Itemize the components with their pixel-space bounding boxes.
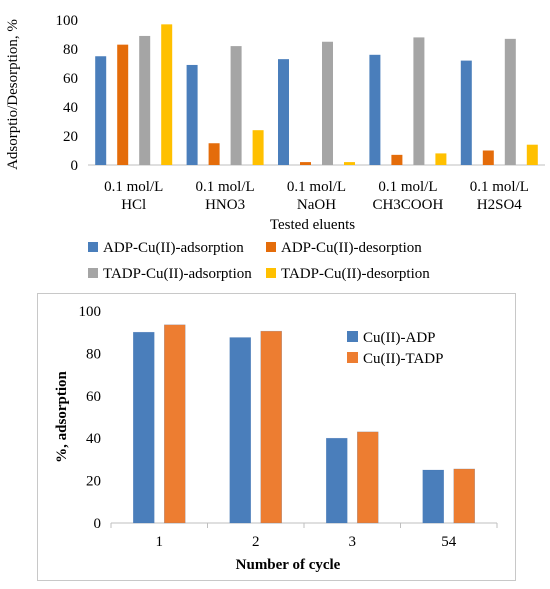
y-axis-title-2: %, adsorption [54, 371, 70, 463]
bar-series2-cat2 [322, 41, 333, 165]
legend2-label-1: Cu(II)-TADP [363, 351, 443, 367]
bar-series1-cat0 [117, 44, 129, 165]
x-axis-title: Tested eluents [270, 217, 355, 233]
legend2-swatch-1 [347, 352, 358, 363]
legend-label-2: TADP-Cu(II)-adsorption [103, 266, 252, 282]
y-tick-label-2-5: 100 [79, 304, 102, 320]
legend-label-0: ADP-Cu(II)-adsorption [103, 240, 244, 256]
x-tick-label-2-3: 54 [441, 534, 457, 550]
legend-label-1: ADP-Cu(II)-desorption [281, 240, 422, 256]
x-tick-label-2-1: NaOH [297, 197, 336, 213]
y-tick-label-2-1: 20 [86, 474, 101, 490]
bar2-series1-cat2 [357, 431, 379, 524]
y-tick-label-2-0: 0 [94, 516, 102, 532]
bar2-series0-cat2 [326, 437, 348, 524]
legend2-swatch-0 [347, 331, 358, 342]
bar-series1-cat1 [208, 143, 220, 165]
bar2-series1-cat0 [164, 324, 186, 524]
y-tick-label-2: 40 [63, 100, 78, 116]
y-tick-label-2-2: 40 [86, 431, 101, 447]
x-tick-label-2-2: 3 [349, 534, 357, 550]
x-tick-label-4-1: H2SO4 [477, 197, 523, 213]
x-tick-label-2-0: 0.1 mol/L [287, 179, 346, 195]
x-tick-label-0-0: 0.1 mol/L [104, 179, 163, 195]
bar-series2-cat0 [139, 35, 151, 166]
bar-series0-cat0 [95, 56, 107, 165]
x-tick-label-1-0: 0.1 mol/L [196, 179, 255, 195]
bar2-series1-cat3 [453, 468, 475, 524]
legend-swatch-2 [88, 268, 98, 278]
x-tick-label-3-0: 0.1 mol/L [378, 179, 437, 195]
legend2-label-0: Cu(II)-ADP [363, 330, 436, 346]
bar-series3-cat2 [344, 162, 355, 165]
x-tick-label-1-1: HNO3 [205, 197, 245, 213]
y-axis-title: Adsorptio/Desorption, % [5, 19, 21, 170]
bar2-series0-cat1 [229, 337, 251, 524]
bar2-series0-cat0 [133, 331, 155, 524]
y-tick-label-0: 0 [71, 158, 79, 174]
y-tick-label-4: 80 [63, 42, 78, 58]
eluent-chart: 0 20 40 60 80 100 0.1 mol/L HCl 0.1 mol/L HNO3 0.1… [5, 13, 545, 282]
bar-series0-cat2 [278, 59, 289, 165]
bar2-series0-cat3 [422, 469, 444, 524]
x-axis-title-2: Number of cycle [236, 557, 341, 573]
bar-series3-cat0 [161, 24, 173, 165]
y-tick-label-5: 100 [56, 13, 79, 29]
bar-series3-cat4 [526, 144, 538, 165]
legend-swatch-0 [88, 242, 98, 252]
y-tick-label-1: 20 [63, 129, 78, 145]
bar-series2-cat3 [413, 37, 425, 165]
x-tick-label-2-0: 1 [156, 534, 164, 550]
bar-series1-cat3 [391, 154, 403, 165]
x-tick-label-3-1: CH3COOH [372, 197, 443, 213]
bar-series0-cat4 [460, 60, 472, 165]
bar-series1-cat2 [300, 162, 311, 165]
bar-series3-cat3 [435, 153, 447, 165]
x-tick-label-0-1: HCl [121, 197, 146, 213]
y-tick-label-3: 60 [63, 71, 78, 87]
bar2-series1-cat1 [260, 330, 282, 524]
y-tick-label-2-4: 80 [86, 346, 101, 362]
bar-series0-cat1 [186, 64, 198, 165]
bar-series1-cat4 [482, 150, 494, 165]
legend-swatch-1 [266, 242, 276, 252]
legend-label-3: TADP-Cu(II)-desorption [281, 266, 430, 282]
x-tick-label-4-0: 0.1 mol/L [470, 179, 529, 195]
x-tick-label-2-1: 2 [252, 534, 260, 550]
legend-swatch-3 [266, 268, 276, 278]
bar-series2-cat1 [230, 46, 242, 165]
bar-series3-cat1 [252, 130, 264, 165]
bar-series0-cat3 [369, 54, 381, 165]
bar-series2-cat4 [504, 38, 516, 165]
y-tick-label-2-3: 60 [86, 389, 101, 405]
